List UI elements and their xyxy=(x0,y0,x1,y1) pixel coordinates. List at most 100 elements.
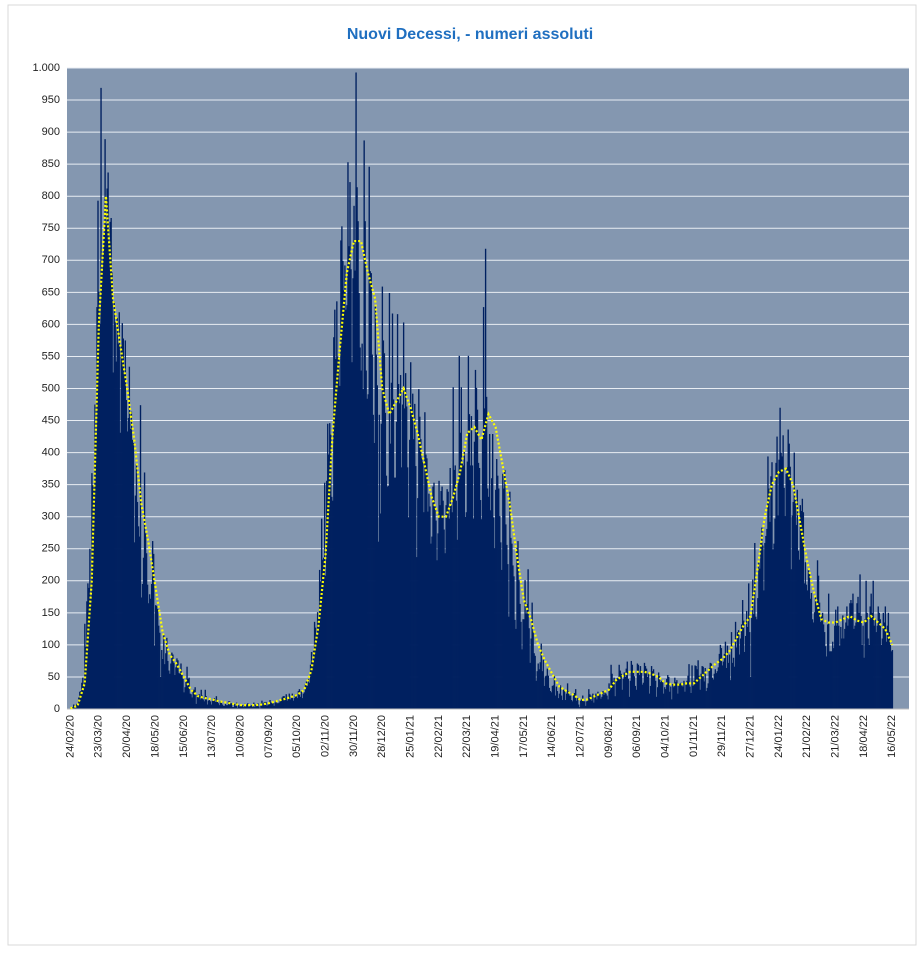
bar xyxy=(179,673,181,709)
bar xyxy=(756,619,758,709)
bar xyxy=(165,653,167,709)
bar xyxy=(210,704,213,709)
bar xyxy=(196,694,198,709)
bar xyxy=(764,542,766,709)
bar xyxy=(477,462,480,709)
bar xyxy=(98,291,100,709)
bar xyxy=(176,658,178,709)
bar xyxy=(544,676,546,709)
bar xyxy=(673,687,675,709)
bar xyxy=(224,703,227,709)
bar xyxy=(663,693,665,709)
bar xyxy=(845,622,847,709)
bar xyxy=(583,701,585,709)
bar xyxy=(562,689,565,709)
bar xyxy=(695,666,697,709)
bar xyxy=(281,697,283,709)
bar xyxy=(582,695,584,709)
bar xyxy=(624,676,626,709)
y-tick-label: 850 xyxy=(42,158,60,170)
bar xyxy=(362,389,364,709)
bar xyxy=(124,340,127,709)
bar xyxy=(500,542,502,709)
bar xyxy=(254,707,256,709)
bar xyxy=(190,694,192,709)
bar xyxy=(753,614,755,709)
bar xyxy=(679,684,681,709)
bar xyxy=(634,685,637,709)
bar xyxy=(304,684,307,709)
bar xyxy=(235,702,238,709)
bar xyxy=(284,698,286,709)
bar xyxy=(114,321,116,709)
bar xyxy=(771,462,773,709)
bar xyxy=(886,625,889,709)
bar xyxy=(563,691,566,709)
x-tick-label: 06/09/21 xyxy=(631,715,643,758)
bar xyxy=(311,662,314,709)
bar xyxy=(665,689,667,709)
bar xyxy=(164,664,166,709)
bar xyxy=(172,654,174,709)
bar xyxy=(288,693,290,709)
bar xyxy=(564,700,567,709)
bar xyxy=(715,673,718,709)
bar xyxy=(510,537,512,709)
bar xyxy=(668,676,670,709)
bar xyxy=(459,432,461,709)
bar xyxy=(790,569,792,709)
bar xyxy=(810,592,813,709)
bar xyxy=(144,533,147,709)
bar xyxy=(339,385,341,709)
bar xyxy=(778,459,780,709)
bar xyxy=(207,700,209,709)
bar xyxy=(611,673,613,709)
bar xyxy=(546,668,549,709)
bar xyxy=(873,625,875,709)
bar xyxy=(602,691,604,709)
bar xyxy=(213,698,216,709)
bar xyxy=(306,685,309,709)
bar xyxy=(535,680,537,709)
bar xyxy=(604,691,606,709)
y-tick-label: 900 xyxy=(42,126,60,138)
bar xyxy=(812,622,815,709)
bar xyxy=(834,625,836,709)
bar xyxy=(779,407,781,709)
bar xyxy=(249,705,251,709)
bar xyxy=(258,706,260,709)
bar xyxy=(264,701,266,709)
bar xyxy=(81,682,83,709)
bar xyxy=(853,628,855,709)
bar xyxy=(290,697,292,709)
bar xyxy=(143,472,146,709)
bar xyxy=(837,606,839,709)
bar xyxy=(356,187,358,709)
bar xyxy=(326,480,328,709)
bar xyxy=(568,695,571,709)
bar xyxy=(855,622,857,709)
bar xyxy=(300,691,303,709)
bar xyxy=(140,597,143,709)
bar xyxy=(486,488,489,709)
bar xyxy=(95,435,97,709)
bar xyxy=(441,486,443,709)
bar xyxy=(817,575,820,709)
bar xyxy=(674,677,676,709)
bar xyxy=(93,487,95,709)
bar xyxy=(429,506,431,709)
bar xyxy=(379,513,382,709)
bar xyxy=(638,675,641,709)
bar xyxy=(799,505,802,709)
bar xyxy=(73,704,75,709)
bar xyxy=(703,681,705,709)
bar xyxy=(525,613,527,709)
bar xyxy=(161,650,163,709)
bar xyxy=(623,672,625,709)
bar xyxy=(509,491,511,709)
bar xyxy=(792,501,794,709)
bar xyxy=(181,675,183,709)
bar xyxy=(704,667,706,709)
bar xyxy=(183,692,185,709)
bar xyxy=(551,685,554,709)
